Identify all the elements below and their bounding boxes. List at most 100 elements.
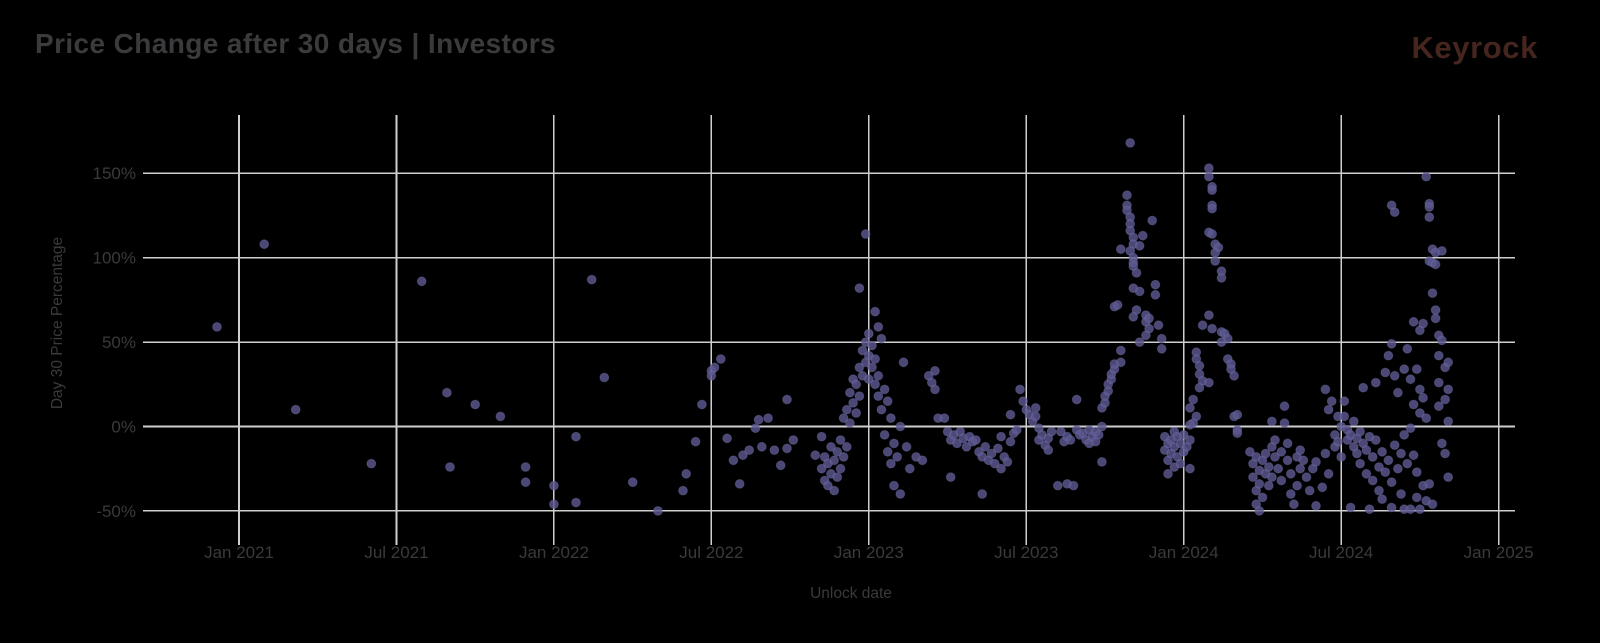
scatter-point[interactable]	[1046, 426, 1057, 437]
scatter-point[interactable]	[1311, 457, 1321, 467]
scatter-point[interactable]	[1248, 472, 1258, 483]
scatter-point[interactable]	[1093, 430, 1104, 440]
scatter-point[interactable]	[863, 374, 874, 385]
scatter-point[interactable]	[1207, 323, 1217, 334]
scatter-point[interactable]	[690, 436, 701, 447]
scatter-point[interactable]	[1204, 310, 1214, 321]
scatter-point[interactable]	[1071, 394, 1082, 405]
scatter-point[interactable]	[1260, 448, 1271, 459]
scatter-point[interactable]	[1292, 480, 1302, 491]
scatter-point[interactable]	[681, 468, 692, 479]
scatter-point[interactable]	[1336, 452, 1347, 462]
scatter-point[interactable]	[1125, 138, 1136, 148]
scatter-point[interactable]	[549, 499, 559, 510]
scatter-point[interactable]	[1415, 384, 1425, 395]
scatter-point[interactable]	[1204, 163, 1214, 174]
scatter-point[interactable]	[1352, 448, 1362, 459]
scatter-point[interactable]	[1437, 335, 1447, 346]
scatter-point[interactable]	[1005, 409, 1016, 420]
scatter-point[interactable]	[989, 458, 1000, 469]
scatter-point[interactable]	[366, 458, 377, 469]
scatter-point[interactable]	[945, 472, 956, 483]
scatter-point[interactable]	[1163, 468, 1173, 479]
scatter-point[interactable]	[1276, 446, 1287, 457]
scatter-point[interactable]	[867, 362, 877, 373]
scatter-point[interactable]	[1282, 438, 1293, 449]
scatter-point[interactable]	[1370, 435, 1381, 445]
scatter-point[interactable]	[728, 455, 739, 466]
scatter-point[interactable]	[1415, 504, 1425, 515]
scatter-point[interactable]	[1134, 240, 1145, 251]
scatter-point[interactable]	[977, 489, 988, 499]
scatter-point[interactable]	[1437, 438, 1447, 449]
scatter-point[interactable]	[876, 333, 887, 344]
scatter-point[interactable]	[290, 404, 301, 415]
scatter-point[interactable]	[1257, 492, 1268, 503]
scatter-point[interactable]	[416, 276, 427, 287]
scatter-point[interactable]	[1043, 445, 1054, 456]
scatter-point[interactable]	[829, 455, 840, 466]
scatter-point[interactable]	[1386, 338, 1397, 349]
scatter-point[interactable]	[1361, 468, 1372, 479]
scatter-point[interactable]	[1263, 480, 1274, 491]
scatter-point[interactable]	[1355, 458, 1365, 469]
scatter-point[interactable]	[1427, 499, 1438, 510]
scatter-point[interactable]	[1383, 350, 1394, 361]
scatter-point[interactable]	[996, 463, 1006, 474]
scatter-point[interactable]	[1204, 377, 1214, 388]
scatter-point[interactable]	[854, 391, 865, 402]
scatter-point[interactable]	[835, 435, 846, 445]
scatter-point[interactable]	[930, 365, 940, 376]
scatter-point[interactable]	[1408, 450, 1419, 461]
scatter-point[interactable]	[1097, 421, 1107, 432]
scatter-point[interactable]	[1424, 479, 1435, 489]
scatter-point[interactable]	[750, 423, 761, 434]
scatter-point[interactable]	[470, 399, 481, 410]
scatter-point[interactable]	[1207, 203, 1217, 214]
scatter-point[interactable]	[1380, 467, 1391, 478]
scatter-point[interactable]	[1065, 435, 1076, 445]
scatter-point[interactable]	[763, 413, 773, 424]
scatter-point[interactable]	[1141, 330, 1151, 341]
scatter-point[interactable]	[823, 480, 833, 491]
scatter-point[interactable]	[738, 450, 748, 461]
scatter-point[interactable]	[1150, 279, 1161, 290]
scatter-point[interactable]	[1374, 462, 1384, 472]
scatter-point[interactable]	[1408, 399, 1419, 410]
scatter-point[interactable]	[851, 379, 862, 390]
scatter-point[interactable]	[1232, 428, 1243, 439]
scatter-point[interactable]	[1002, 457, 1013, 467]
scatter-point[interactable]	[1068, 480, 1079, 491]
scatter-point[interactable]	[1194, 382, 1205, 393]
scatter-point[interactable]	[863, 328, 874, 339]
scatter-point[interactable]	[857, 345, 868, 356]
scatter-point[interactable]	[769, 445, 780, 456]
scatter-point[interactable]	[1018, 396, 1028, 407]
scatter-point[interactable]	[1156, 333, 1167, 344]
scatter-point[interactable]	[1263, 462, 1274, 472]
scatter-point[interactable]	[851, 408, 862, 418]
scatter-point[interactable]	[895, 421, 906, 432]
scatter-point[interactable]	[1377, 494, 1387, 505]
scatter-point[interactable]	[1367, 475, 1378, 486]
scatter-point[interactable]	[810, 450, 821, 461]
scatter-point[interactable]	[1361, 445, 1372, 456]
scatter-point[interactable]	[1348, 416, 1359, 427]
scatter-point[interactable]	[1437, 246, 1447, 256]
scatter-point[interactable]	[832, 446, 843, 457]
scatter-point[interactable]	[1405, 423, 1416, 434]
scatter-point[interactable]	[1411, 492, 1422, 503]
scatter-point[interactable]	[1175, 458, 1186, 469]
scatter-point[interactable]	[886, 413, 896, 424]
scatter-point[interactable]	[1402, 458, 1413, 469]
scatter-point[interactable]	[1185, 419, 1195, 430]
scatter-point[interactable]	[845, 418, 855, 429]
scatter-point[interactable]	[882, 446, 893, 457]
scatter-point[interactable]	[627, 477, 638, 488]
scatter-point[interactable]	[1185, 463, 1195, 474]
scatter-point[interactable]	[1424, 202, 1435, 212]
scatter-point[interactable]	[1295, 463, 1306, 474]
scatter-point[interactable]	[841, 404, 852, 415]
scatter-point[interactable]	[879, 384, 890, 395]
